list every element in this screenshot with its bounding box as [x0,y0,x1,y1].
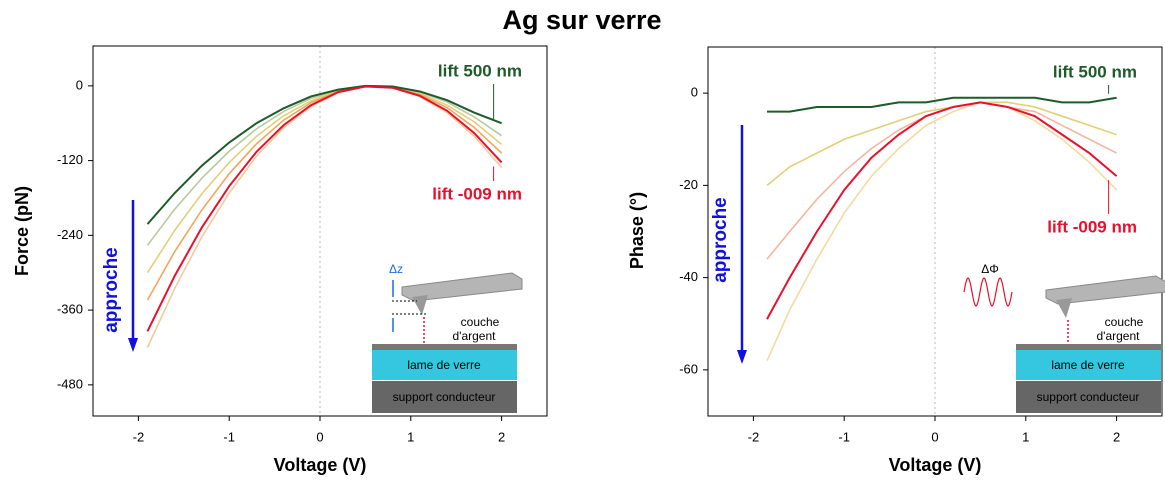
inset-label: Δz [389,262,403,276]
inset-label-part: couche [1105,315,1144,329]
inset-label-part: d'argent [1097,329,1141,343]
y-tick-label: -240 [57,227,83,242]
y-tick-label: -120 [57,152,83,167]
y-tick-label: -60 [679,361,698,376]
plot-frame [92,45,548,417]
layer-silver [372,344,517,350]
y-tick-label: -20 [679,177,698,192]
layer-support [372,381,517,413]
layer-glass [1016,350,1161,380]
curve-label: lift -009 nm [1047,217,1137,236]
figure-title: Ag sur verre [502,5,661,35]
layer-silver [1016,344,1161,350]
tip [1056,298,1072,318]
y-tick-label: -40 [679,269,698,284]
y-axis-label: Phase (°) [627,192,647,269]
approche-label: approche [101,247,122,333]
layer-glass [372,350,517,380]
y-tick-label: 0 [76,77,83,92]
inset-label: couche d'argent [1097,315,1144,343]
y-tick-label: -360 [57,302,83,317]
curve-label: lift 500 nm [438,61,522,80]
x-tick-label: 1 [407,429,414,444]
curve-label: lift 500 nm [1053,62,1137,81]
x-axis-label: Voltage (V) [889,455,982,475]
series-line [146,85,503,274]
approche-label: approche [710,197,731,283]
series-line [766,101,1117,186]
inset-label-part: couche [461,315,500,329]
approche-arrowhead [128,338,138,352]
series-line [767,96,1117,113]
layer-support [1016,381,1161,413]
y-axis-label: Force (pN) [12,186,32,276]
cantilever [1045,275,1165,305]
wave [963,277,1013,307]
series-line [766,101,1118,320]
x-tick-label: 2 [1113,429,1120,444]
inset-label: lame de verre [407,358,481,372]
inset-label: lame de verre [1051,358,1125,372]
x-tick-label: -2 [748,429,760,444]
curve-label: lift -009 nm [432,184,522,203]
series-line [146,85,503,246]
tip [412,295,428,315]
series-line [146,85,503,301]
inset-label: ΔΦ [981,262,999,276]
x-tick-label: -1 [838,429,850,444]
x-tick-label: -2 [133,429,145,444]
approche-arrowhead [737,350,747,364]
series-line [146,85,503,332]
inset-label: couche d'argent [453,315,500,343]
series-line [146,84,502,225]
plot-frame [707,46,1163,417]
x-tick-label: 0 [316,429,323,444]
inset-label: support conducteur [1037,390,1140,404]
series-line [146,85,503,348]
x-tick-label: 1 [1022,429,1029,444]
x-tick-label: -1 [223,429,235,444]
y-tick-label: -480 [57,376,83,391]
y-tick-label: 0 [691,85,698,100]
inset-label: support conducteur [393,390,496,404]
series-line [766,101,1118,361]
inset-label-part: d'argent [453,329,497,343]
cantilever [401,272,523,302]
x-tick-label: 2 [498,429,505,444]
x-axis-label: Voltage (V) [274,455,367,475]
x-tick-label: 0 [931,429,938,444]
